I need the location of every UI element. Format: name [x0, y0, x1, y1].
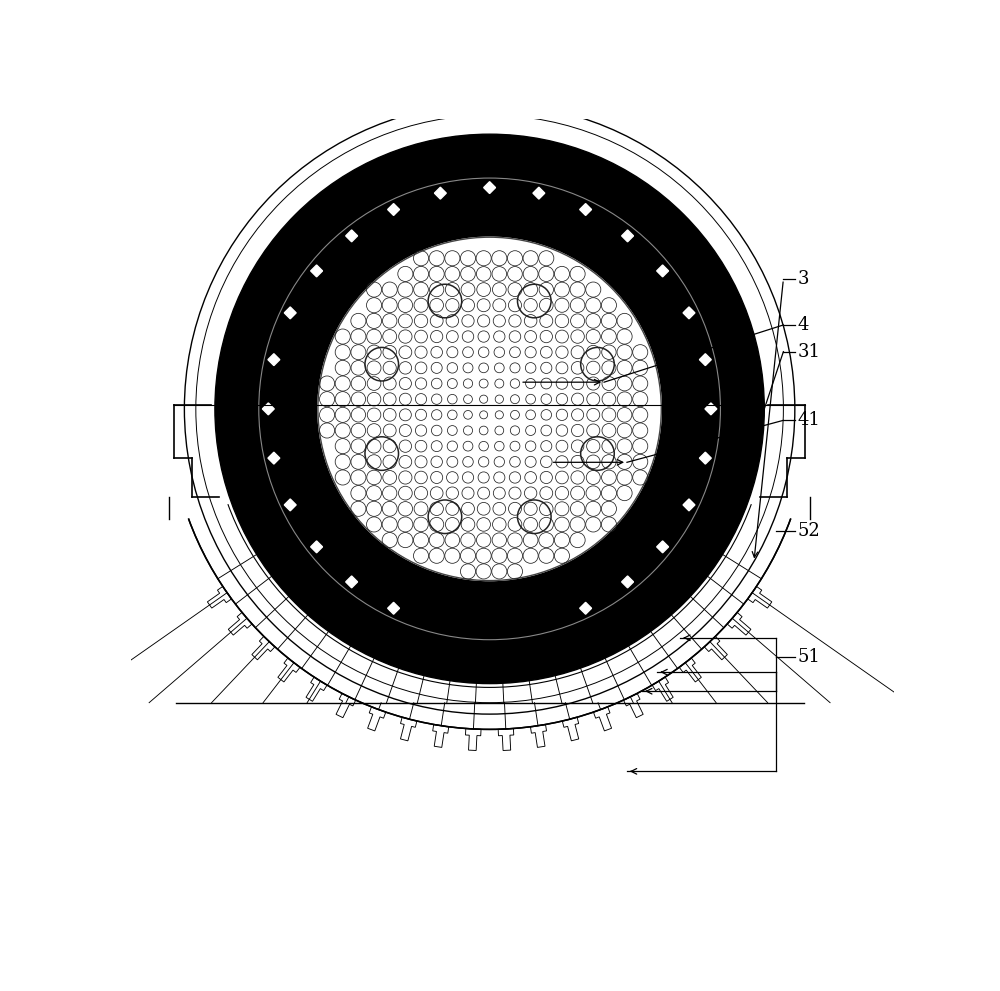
- Bar: [346, 576, 358, 588]
- Text: 51: 51: [797, 648, 820, 666]
- Bar: [311, 265, 323, 276]
- Bar: [434, 187, 446, 199]
- Bar: [346, 230, 358, 242]
- Bar: [657, 265, 669, 276]
- Bar: [580, 603, 592, 614]
- Bar: [622, 576, 634, 588]
- Bar: [683, 498, 695, 510]
- Text: 31: 31: [797, 343, 820, 361]
- Bar: [262, 403, 274, 415]
- Bar: [311, 541, 323, 553]
- Bar: [699, 354, 711, 366]
- Text: 4: 4: [797, 316, 809, 334]
- Bar: [580, 203, 592, 215]
- Bar: [388, 203, 400, 215]
- Bar: [268, 452, 280, 464]
- Bar: [683, 307, 695, 319]
- Bar: [484, 181, 496, 193]
- Text: 3: 3: [797, 271, 809, 288]
- Bar: [657, 541, 669, 553]
- Bar: [284, 498, 296, 510]
- Circle shape: [318, 237, 661, 581]
- Bar: [622, 230, 634, 242]
- Circle shape: [215, 134, 764, 684]
- Bar: [284, 307, 296, 319]
- Text: 52: 52: [797, 522, 820, 540]
- Bar: [699, 452, 711, 464]
- Bar: [388, 603, 400, 614]
- Bar: [533, 187, 545, 199]
- Bar: [268, 354, 280, 366]
- Text: 41: 41: [797, 411, 820, 429]
- Bar: [705, 403, 717, 415]
